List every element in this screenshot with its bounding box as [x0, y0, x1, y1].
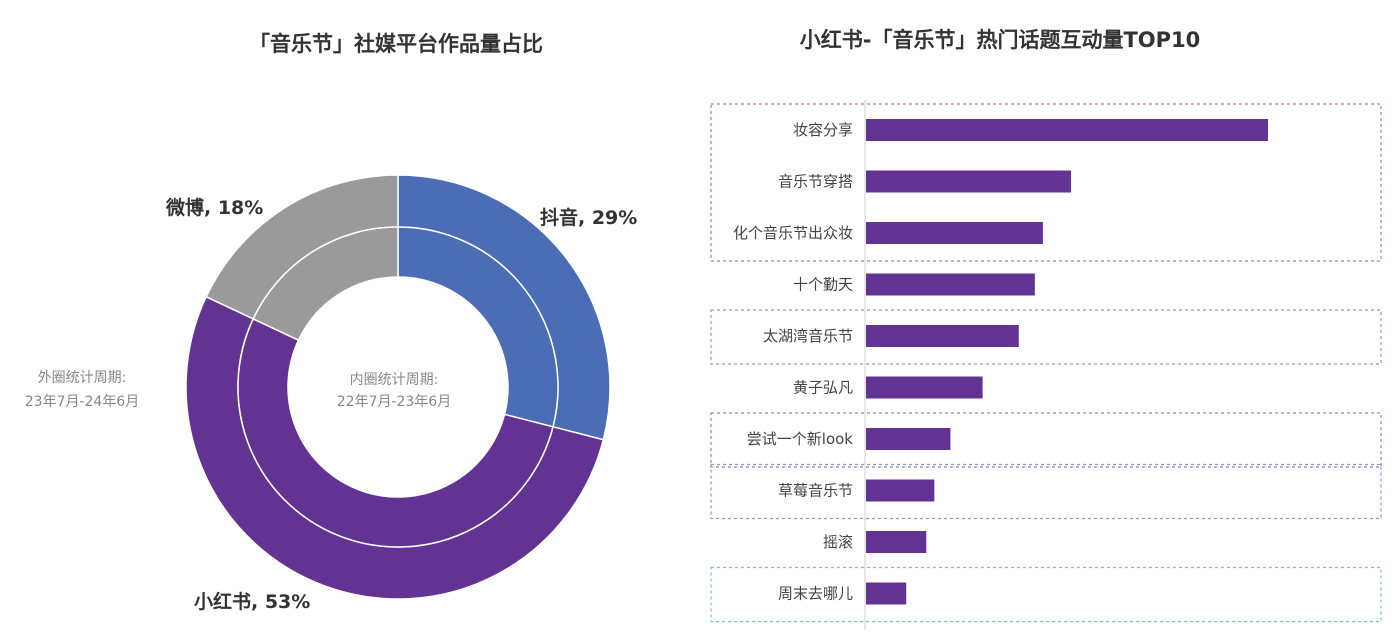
bar-3	[866, 273, 1035, 296]
highlight-box-2	[710, 412, 1382, 468]
highlight-box-1	[710, 309, 1382, 365]
inner-ring-slice-2	[252, 226, 399, 342]
bar-category-label-6: 尝试一个新look	[747, 430, 854, 448]
inner-ring-slice-0	[397, 226, 559, 428]
bar-8	[866, 531, 927, 553]
bar-0	[866, 119, 1268, 141]
bar-2	[866, 222, 1043, 244]
donut-chart: 抖音, 29% 小红书, 53% 微博, 18% 外圈统计周期: 23年7月-24年6月…	[25, 174, 637, 613]
bar-category-label-2: 化个音乐节出众妆	[733, 224, 853, 242]
bar-9	[866, 582, 907, 605]
highlight-box-4	[710, 566, 1382, 623]
donut-chart-title: 「音乐节」社媒平台作品量占比	[249, 32, 543, 56]
bar-6	[866, 428, 951, 450]
bar-category-label-0: 妆容分享	[793, 121, 853, 139]
outer-slice-label-0: 抖音, 29%	[540, 206, 637, 229]
outer-slice-label-1: 小红书, 53%	[194, 590, 310, 613]
bar-chart-title: 小红书-「音乐节」热门话题互动量TOP10	[799, 28, 1201, 52]
bar-category-label-3: 十个勤天	[793, 276, 853, 294]
bar-category-label-4: 太湖湾音乐节	[763, 327, 853, 345]
bar-category-label-9: 周末去哪儿	[778, 585, 853, 603]
inner-ring-period-label-1: 22年7月-23年6月	[337, 394, 452, 410]
outer-ring-period-label-0: 外圈统计周期:	[38, 370, 127, 386]
inner-ring-slice-1	[237, 317, 554, 548]
bar-category-label-1: 音乐节穿搭	[778, 173, 853, 191]
bar-4	[866, 325, 1019, 347]
bar-category-label-5: 黄子弘凡	[793, 379, 853, 397]
highlight-box-3	[710, 463, 1382, 520]
outer-slice-label-2: 微博, 18%	[165, 196, 263, 219]
inner-ring-period-label-0: 内圈统计周期:	[350, 372, 439, 388]
outer-ring-period-label-1: 23年7月-24年6月	[25, 394, 140, 410]
bar-7	[866, 479, 935, 502]
bar-5	[866, 376, 983, 399]
bar-category-label-7: 草莓音乐节	[778, 482, 853, 500]
bar-1	[866, 170, 1072, 193]
bar-category-label-8: 摇滚	[823, 533, 853, 551]
